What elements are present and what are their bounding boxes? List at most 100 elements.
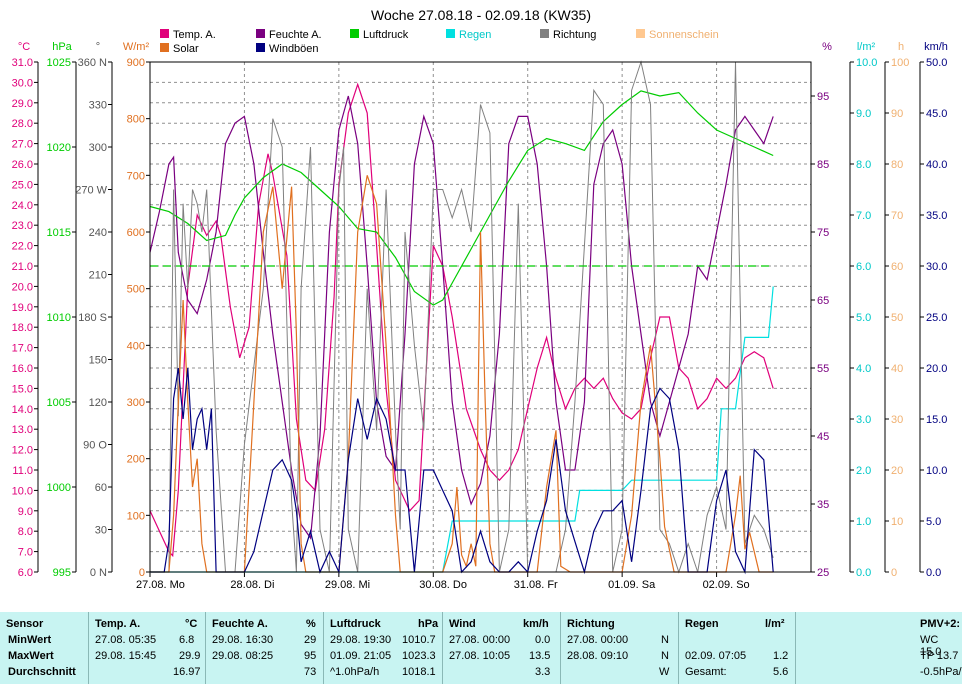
legend-label: Feuchte A. — [269, 29, 322, 41]
temp-tick-label: 15.0 — [12, 383, 33, 395]
temp-tick-label: 26.0 — [12, 159, 33, 171]
divider — [795, 612, 796, 684]
humidity-tick-label: 95 — [817, 91, 829, 103]
pressure-min-time: 29.08. 19:30 — [330, 634, 392, 646]
legend-swatch — [350, 29, 359, 38]
pressure-tick-label: 1020 — [47, 142, 71, 154]
series-lines — [149, 60, 774, 575]
divider — [205, 612, 206, 684]
wind-min-value: 0.0 — [535, 634, 551, 646]
temp-min-value: 6.8 — [179, 634, 195, 646]
sensor-column: Sensor MinWert MaxWert Durchschnitt — [0, 612, 88, 684]
sunshine-tick-label: 90 — [891, 108, 903, 120]
wind-avg: 3.3 — [535, 666, 551, 678]
temp-tick-label: 16.0 — [12, 363, 33, 375]
temp-max-time: 29.08. 15:45 — [95, 650, 157, 662]
legend-swatch — [540, 29, 549, 38]
legend-swatch — [446, 29, 455, 38]
rain-tick-label: 1.0 — [856, 516, 871, 528]
direction-tick-label: 120 — [89, 397, 107, 409]
direction-min-time: 27.08. 00:00 — [567, 634, 629, 646]
sunshine-tick-label: 100 — [891, 57, 909, 69]
wind-tick-label: 15.0 — [926, 414, 947, 426]
temp-tick-label: 7.0 — [18, 547, 33, 559]
legend: Temp. A. Feuchte A. Luftdruck Regen Richtung… — [160, 29, 719, 55]
direction-tick-label: 180 S — [78, 312, 107, 324]
rain-total-label: Gesamt: — [685, 666, 727, 678]
rain-total: 5.6 — [773, 666, 789, 678]
direction-max-time: 28.08. 09:10 — [567, 650, 629, 662]
temp-tick-label: 27.0 — [12, 139, 33, 151]
direction-tick-label: 330 — [89, 100, 107, 112]
temp-unit: °C — [185, 618, 198, 630]
pressure-max-time: 01.09. 21:05 — [330, 650, 392, 662]
pressure-column: Luftdruck hPa 29.08. 19:30 1010.7 01.09.… — [324, 612, 442, 684]
solar-tick-label: 100 — [127, 510, 145, 522]
wind-tick-label: 10.0 — [926, 465, 947, 477]
sunshine-tick-label: 0 — [891, 567, 897, 579]
pmv-trend: -0.5hPa/ — [920, 666, 962, 678]
temp-tick-label: 11.0 — [12, 465, 33, 477]
rain-tick-label: 3.0 — [856, 414, 871, 426]
legend-label: Windböen — [269, 43, 319, 55]
temp-min-time: 27.08. 05:35 — [95, 634, 157, 646]
rain-unit: l/m² — [765, 618, 785, 630]
temp-tick-label: 21.0 — [12, 261, 33, 273]
divider — [323, 612, 324, 684]
x-tick-label: 30.08. Do — [419, 579, 467, 591]
humidity-avg: 73 — [304, 666, 317, 678]
pressure-trend: ^1.0hPa/h — [330, 666, 380, 678]
temp-unit-label: °C — [18, 41, 30, 53]
x-tick-label: 29.08. Mi — [325, 579, 370, 591]
legend-label: Regen — [459, 29, 491, 41]
legend-swatch — [636, 29, 645, 38]
chart-title: Woche 27.08.18 - 02.09.18 (KW35) — [371, 7, 591, 23]
humidity-max-time: 29.08. 08:25 — [212, 650, 274, 662]
series-luftdruck — [149, 90, 774, 306]
humidity-min-time: 29.08. 16:30 — [212, 634, 274, 646]
solar-tick-label: 900 — [127, 57, 145, 69]
humidity-tick-label: 55 — [817, 363, 829, 375]
wind-tick-label: 0.0 — [926, 567, 941, 579]
humidity-max-value: 95 — [304, 650, 317, 662]
temp-tick-label: 9.0 — [18, 506, 33, 518]
rain-tick-label: 0.0 — [856, 567, 871, 579]
left-axes: 31.0 30.0 29.0 28.0 27.0 26.0 25.0 24.0 23.0 22.0… — [12, 57, 150, 579]
wind-column: Wind km/h 27.08. 00:00 0.0 27.08. 10:05 … — [443, 612, 560, 684]
rain-tick-label: 6.0 — [856, 261, 871, 273]
wind-tick-label: 20.0 — [926, 363, 947, 375]
legend-label: Solar — [173, 43, 199, 55]
direction-tick-label: 360 N — [78, 57, 107, 69]
temp-header: Temp. A. — [95, 618, 141, 630]
wind-tick-label: 35.0 — [926, 210, 947, 222]
humidity-tick-label: 75 — [817, 227, 829, 239]
wind-unit: km/h — [523, 618, 549, 630]
temp-tick-label: 23.0 — [12, 220, 33, 232]
legend-swatch — [256, 29, 265, 38]
sunshine-tick-label: 80 — [891, 159, 903, 171]
humidity-tick-label: 45 — [817, 431, 829, 443]
temp-tick-label: 13.0 — [12, 424, 33, 436]
temp-tick-label: 29.0 — [12, 98, 33, 110]
direction-tick-label: 240 — [89, 227, 107, 239]
wind-header: Wind — [449, 618, 476, 630]
row-label-avg: Durchschnitt — [8, 666, 76, 678]
row-label-min: MinWert — [8, 634, 52, 646]
rain-tick-label: 5.0 — [856, 312, 871, 324]
sunshine-tick-label: 70 — [891, 210, 903, 222]
temp-tick-label: 31.0 — [12, 57, 33, 69]
sensor-header: Sensor — [6, 618, 44, 630]
temp-tick-label: 22.0 — [12, 241, 33, 253]
x-tick-label: 28.08. Di — [230, 579, 274, 591]
temp-tick-label: 6.0 — [18, 567, 33, 579]
pressure-tick-label: 1010 — [47, 312, 71, 324]
weather-chart: Woche 27.08.18 - 02.09.18 (KW35) Temp. A… — [11, 7, 948, 591]
divider — [560, 612, 561, 684]
legend-swatch — [160, 29, 169, 38]
wind-tick-label: 45.0 — [926, 108, 947, 120]
temp-tick-label: 19.0 — [12, 302, 33, 314]
temp-column: Temp. A. °C 27.08. 05:35 6.8 29.08. 15:4… — [89, 612, 205, 684]
direction-avg: W — [659, 666, 670, 678]
direction-tick-label: 90 O — [83, 440, 107, 452]
series-regen — [150, 286, 774, 573]
